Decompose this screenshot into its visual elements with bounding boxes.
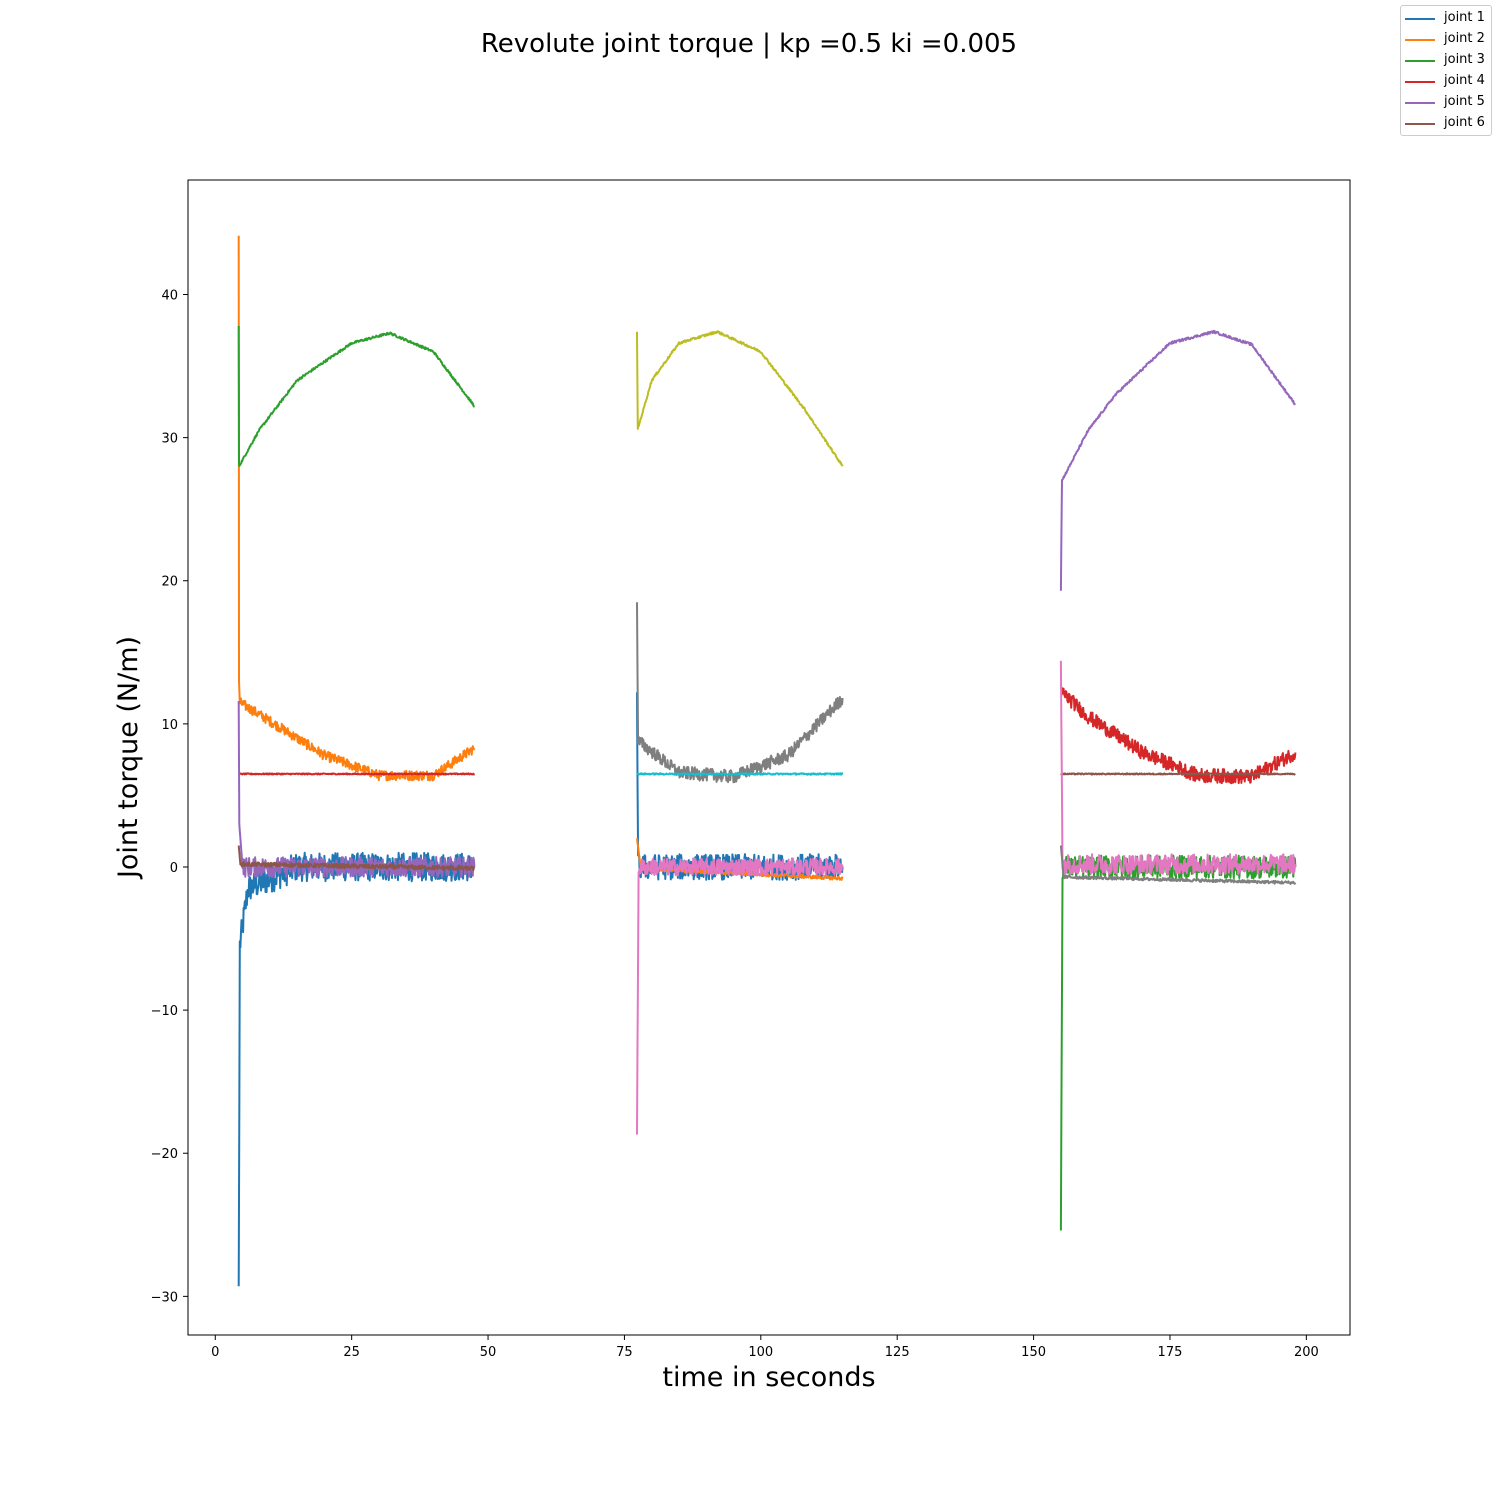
series-line-seg2-9	[636, 772, 844, 776]
x-tick-label: 200	[1294, 1345, 1319, 1360]
axes-frame	[187, 179, 1351, 1336]
x-axis: 0 25 50 75 100 125 150 175 200	[211, 1335, 1319, 1360]
legend-label: joint 2	[1444, 31, 1485, 46]
plot-area	[188, 180, 1350, 1335]
x-tick-label: 25	[343, 1345, 360, 1360]
legend-label: joint 1	[1444, 10, 1485, 25]
x-axis-label: time in seconds	[662, 1362, 875, 1393]
legend-label: joint 3	[1444, 52, 1485, 67]
y-tick-label: 20	[161, 575, 178, 590]
legend-entry: joint 6	[1405, 113, 1491, 133]
chart-title: Revolute joint torque | kp =0.5 ki =0.00…	[481, 29, 1017, 59]
x-tick-label: 0	[211, 1345, 219, 1360]
y-tick-label: 0	[170, 861, 178, 876]
series-layer	[237, 235, 1297, 1287]
legend-swatch	[1405, 60, 1435, 62]
series-line-seg3-14	[1059, 329, 1297, 591]
legend-entry: joint 5	[1405, 92, 1491, 112]
series-line-seg1-5	[237, 845, 476, 872]
chart-legend: joint 1 joint 2 joint 3 joint 4 joint 5 joint…	[1400, 5, 1492, 136]
legend-swatch	[1405, 39, 1435, 41]
legend-swatch	[1405, 123, 1435, 125]
legend-label: joint 5	[1444, 94, 1485, 109]
x-tick-label: 75	[616, 1345, 633, 1360]
series-line-seg3-16	[1059, 660, 1297, 876]
legend-label: joint 4	[1444, 73, 1485, 88]
y-tick-label: 10	[161, 718, 178, 733]
x-tick-label: 100	[748, 1345, 773, 1360]
legend-entry: joint 3	[1405, 50, 1491, 70]
series-line-seg3-15	[1060, 772, 1296, 776]
legend-entry: joint 4	[1405, 71, 1491, 91]
legend-swatch	[1405, 18, 1435, 20]
y-tick-label: −30	[151, 1290, 178, 1305]
legend-label: joint 6	[1444, 115, 1485, 130]
series-line-seg2-11	[636, 857, 844, 1135]
y-tick-label: 30	[161, 432, 178, 447]
y-tick-label: 40	[161, 288, 178, 303]
y-axis-label: Joint torque (N/m)	[113, 636, 144, 880]
legend-entry: joint 1	[1405, 8, 1491, 28]
series-line-seg1-3	[238, 772, 476, 776]
series-line-seg3-13	[1059, 684, 1297, 785]
x-tick-label: 125	[885, 1345, 910, 1360]
y-tick-label: −20	[151, 1147, 178, 1162]
x-tick-label: 150	[1021, 1345, 1046, 1360]
legend-swatch	[1405, 81, 1435, 83]
series-line-seg2-10	[636, 330, 844, 467]
x-tick-label: 175	[1158, 1345, 1183, 1360]
series-line-seg1-2	[237, 325, 476, 467]
y-axis: −30 −20 −10 0 10 20 30 40	[151, 288, 188, 1305]
legend-entry: joint 2	[1405, 29, 1491, 49]
y-tick-label: −10	[151, 1004, 178, 1019]
series-line-seg3-17	[1059, 845, 1297, 885]
legend-swatch	[1405, 102, 1435, 104]
x-tick-label: 50	[480, 1345, 497, 1360]
